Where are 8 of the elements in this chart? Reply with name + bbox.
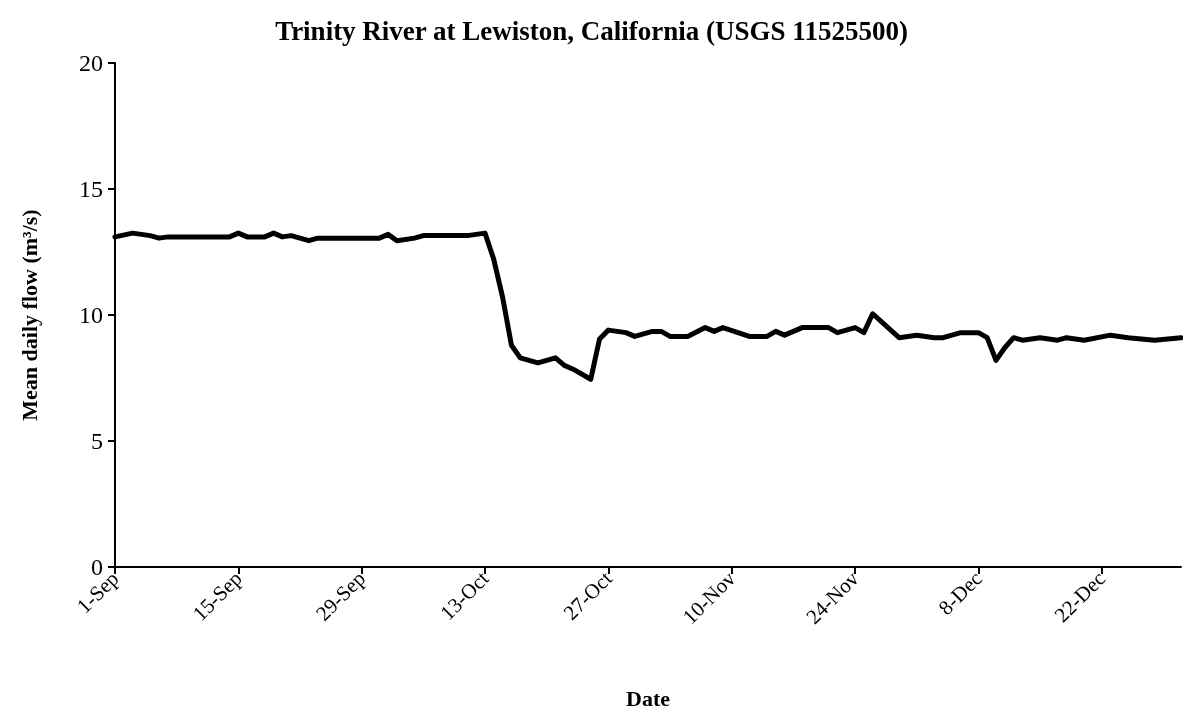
y-tick-label: 20 (79, 50, 103, 76)
y-axis-title: Mean daily flow (m³/s) (16, 209, 42, 421)
y-tick-label: 10 (79, 302, 103, 328)
y-tick-label: 15 (79, 176, 103, 202)
x-axis-title: Date (626, 685, 671, 711)
chart-title: Trinity River at Lewiston, California (USGS 11525500) (275, 15, 908, 46)
y-tick-label: 0 (91, 554, 103, 580)
y-tick-label: 5 (91, 428, 103, 454)
